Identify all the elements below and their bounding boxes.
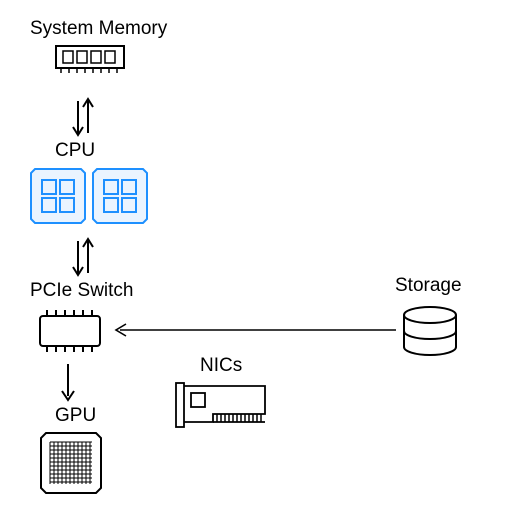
arrow-cpu-pcie (68, 235, 98, 279)
arrow-storage-pcie (110, 322, 400, 338)
cpu-label: CPU (55, 140, 95, 162)
memory-icon (55, 45, 125, 75)
gpu-label: GPU (55, 405, 96, 427)
pcie-switch-icon (35, 308, 105, 354)
storage-icon (400, 305, 460, 361)
nics-label: NICs (200, 355, 242, 377)
gpu-icon (40, 432, 102, 494)
storage-label: Storage (395, 275, 462, 297)
nic-icon (175, 382, 270, 432)
memory-label: System Memory (30, 18, 167, 40)
arrow-memory-cpu (68, 95, 98, 139)
pcie-label: PCIe Switch (30, 280, 133, 302)
cpu-icon (30, 168, 150, 226)
arrow-pcie-gpu (58, 360, 78, 404)
